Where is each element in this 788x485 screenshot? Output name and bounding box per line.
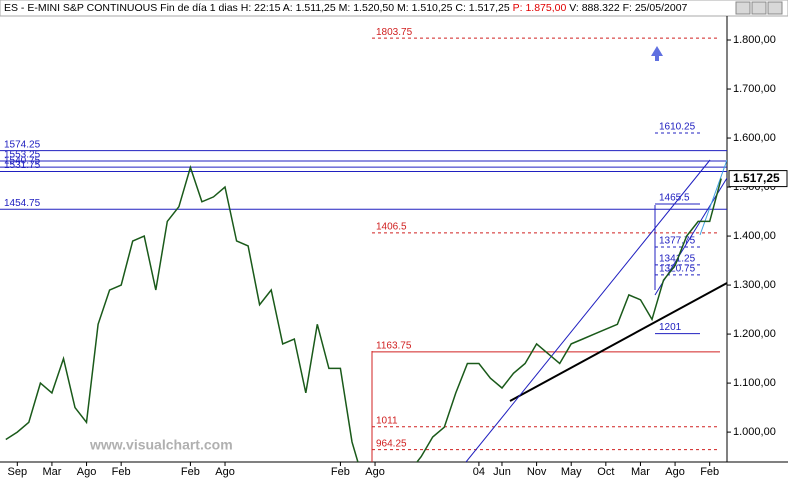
x-tick-label: Ago: [77, 466, 97, 478]
level-label: 1540.75: [4, 156, 41, 167]
y-tick-label: 1.800,00: [733, 34, 776, 46]
x-tick-label: Feb: [181, 466, 200, 478]
level-label: 1531.75: [4, 160, 41, 171]
level-label: 1406.5: [376, 222, 407, 233]
header-bar: [0, 0, 788, 17]
level-label: 1454.75: [4, 198, 41, 209]
window-buttons: [735, 1, 783, 15]
header-field: C: 1.517,25: [455, 2, 509, 14]
header: ES - E-MINI S&P CONTINUOUS Fin de día 1 …: [4, 2, 688, 14]
x-tick-label: Nov: [527, 466, 547, 478]
watermark: www.visualchart.com: [89, 437, 233, 453]
x-tick-label: Ago: [665, 466, 685, 478]
header-field: H: 22:15: [241, 2, 281, 14]
axes: 1.000,00 1.100,00 1.200,00 1.300,00 1.400,00…: [8, 34, 788, 478]
arrow: [655, 55, 659, 61]
y-tick-label: 1.400,00: [733, 230, 776, 242]
y-tick-label: 1.100,00: [733, 377, 776, 389]
y-tick-label: 1.200,00: [733, 328, 776, 340]
last-price-label: 1.517,25: [733, 171, 780, 185]
level-label: 1320.75: [659, 264, 696, 275]
x-tick-label: Ago: [215, 466, 235, 478]
level-label: 1803.75: [376, 27, 413, 38]
header-field: P: 1.875,00: [513, 2, 567, 14]
last-price-box: [728, 170, 788, 188]
level-label: 1163.75: [376, 340, 412, 351]
arrow: [651, 46, 663, 56]
x-tick-label: Mar: [631, 466, 650, 478]
y-tick-label: 1.000,00: [733, 426, 776, 438]
level-label: 1201: [659, 322, 682, 333]
support-line: [509, 282, 727, 402]
level-label: 1465.5: [659, 193, 690, 204]
x-tick-label: May: [561, 466, 582, 478]
x-tick-label: Feb: [700, 466, 719, 478]
x-tick-label: Mar: [42, 466, 61, 478]
maximize-button[interactable]: [751, 1, 767, 15]
channel-line: [465, 159, 711, 462]
header-field: M: 1.510,25: [397, 2, 453, 14]
header-field: Fin de día 1 dias: [160, 2, 238, 14]
x-tick-label: Feb: [331, 466, 350, 478]
x-tick-label: 04: [473, 466, 485, 478]
level-label: 1011: [376, 415, 398, 426]
level-label: 1574.25: [4, 139, 41, 150]
channel-line: [699, 159, 727, 236]
price-line: [5, 164, 722, 462]
header-text: ES - E-MINI S&P CONTINUOUS Fin de día 1 …: [4, 2, 688, 14]
x-tick-label: Jun: [493, 466, 511, 478]
close-button[interactable]: [767, 1, 783, 15]
y-tick-label: 1.600,00: [733, 132, 776, 144]
y-tick-label: 1.300,00: [733, 279, 776, 291]
x-tick-label: Oct: [597, 466, 614, 478]
level-label: 964.25: [376, 438, 407, 449]
level-label: 1610.25: [659, 122, 696, 133]
header-field: M: 1.520,50: [339, 2, 395, 14]
trend-lines: [371, 46, 727, 462]
header-field: V: 888.322: [569, 2, 620, 14]
x-tick-label: Feb: [112, 466, 131, 478]
level-label: 1377.75: [659, 236, 696, 247]
series: [5, 164, 722, 462]
header-field: F: 25/05/2007: [623, 2, 688, 14]
header-field: ES - E-MINI S&P CONTINUOUS: [4, 2, 157, 14]
header-field: A: 1.511,25: [283, 2, 336, 14]
minimize-button[interactable]: [735, 1, 751, 15]
level-label: 1553.25: [4, 150, 41, 161]
x-tick-label: Ago: [365, 466, 385, 478]
x-tick-label: Sep: [8, 466, 28, 478]
y-tick-label: 1.700,00: [733, 83, 776, 95]
